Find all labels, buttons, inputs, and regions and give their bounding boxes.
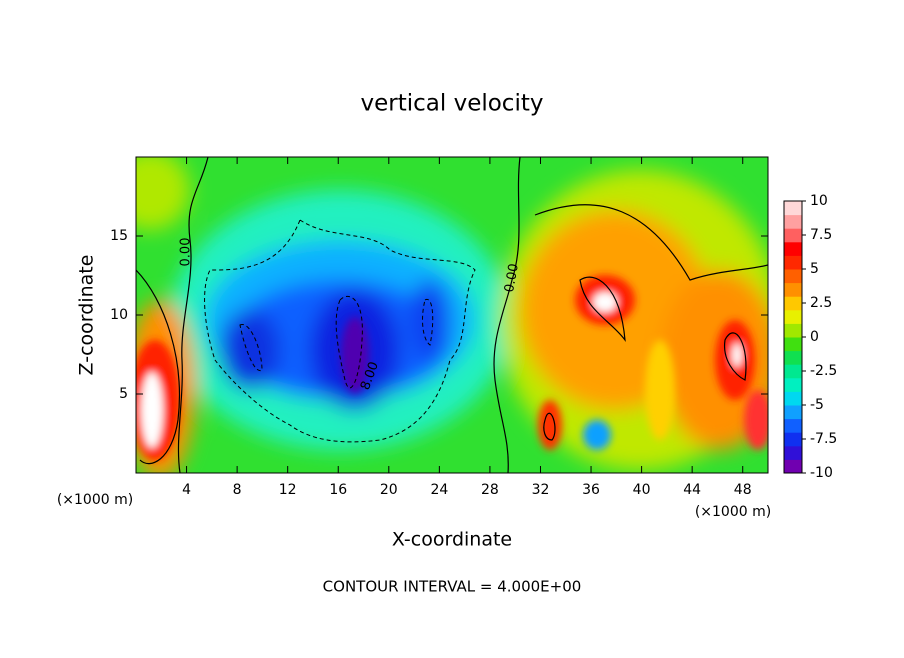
colorbar-band: [784, 364, 802, 379]
colorbar-band: [784, 214, 802, 229]
x-tick-label: 8: [233, 482, 242, 498]
colorbar-band: [784, 255, 802, 270]
x-tick-label: 16: [329, 482, 347, 498]
colorbar-band: [784, 323, 802, 338]
colorbar-tick-label: 10: [810, 193, 828, 209]
x-unit-label: (×1000 m): [57, 492, 133, 508]
y-tick-label: 10: [110, 307, 128, 323]
colorbar-band: [784, 201, 802, 216]
x-tick-label: 36: [582, 482, 600, 498]
x-tick-label: 20: [380, 482, 398, 498]
contour-label: 0.00: [502, 262, 522, 293]
x-unit-label: (×1000 m): [695, 504, 771, 520]
colorbar-band: [784, 296, 802, 311]
y-axis-label: Z-coordinate: [76, 255, 98, 376]
x-tick-label: 48: [734, 482, 752, 498]
colorbar-band: [784, 432, 802, 447]
colorbar-band: [784, 377, 802, 392]
chart-title: vertical velocity: [361, 91, 544, 117]
colorbar-band: [784, 241, 802, 256]
colorbar-tick-label: -2.5: [810, 363, 837, 379]
colorbar-band: [784, 309, 802, 324]
colorbar-band: [784, 337, 802, 352]
colorbar-band: [784, 445, 802, 460]
colorbar-tick-label: 0: [810, 329, 819, 345]
colorbar-tick-label: -5: [810, 397, 824, 413]
x-tick-label: 12: [279, 482, 297, 498]
colorbar-band: [784, 269, 802, 284]
contour-field: [136, 157, 768, 473]
x-tick-label: 4: [182, 482, 191, 498]
x-tick-label: 28: [481, 482, 499, 498]
footer-note: CONTOUR INTERVAL = 4.000E+00: [323, 578, 582, 596]
colorbar-tick-label: 7.5: [810, 227, 832, 243]
colorbar-tick-label: 5: [810, 261, 819, 277]
colorbar-tick-label: -7.5: [810, 431, 837, 447]
colorbar-band: [784, 282, 802, 297]
colorbar-band: [784, 228, 802, 243]
colorbar-tick-label: -10: [810, 465, 833, 481]
colorbar-tick-label: 2.5: [810, 295, 832, 311]
x-axis-label: X-coordinate: [392, 529, 512, 551]
colorbar-band: [784, 459, 802, 474]
x-tick-label: 32: [532, 482, 550, 498]
x-tick-label: 44: [683, 482, 701, 498]
colorbar-band: [784, 405, 802, 420]
y-tick-label: 15: [110, 228, 128, 244]
colorbar-band: [784, 418, 802, 433]
contour-label: 0.00: [179, 238, 194, 267]
x-tick-label: 40: [633, 482, 651, 498]
colorbar-band: [784, 391, 802, 406]
x-tick-label: 24: [430, 482, 448, 498]
y-tick-label: 5: [119, 386, 128, 402]
colorbar-band: [784, 350, 802, 365]
